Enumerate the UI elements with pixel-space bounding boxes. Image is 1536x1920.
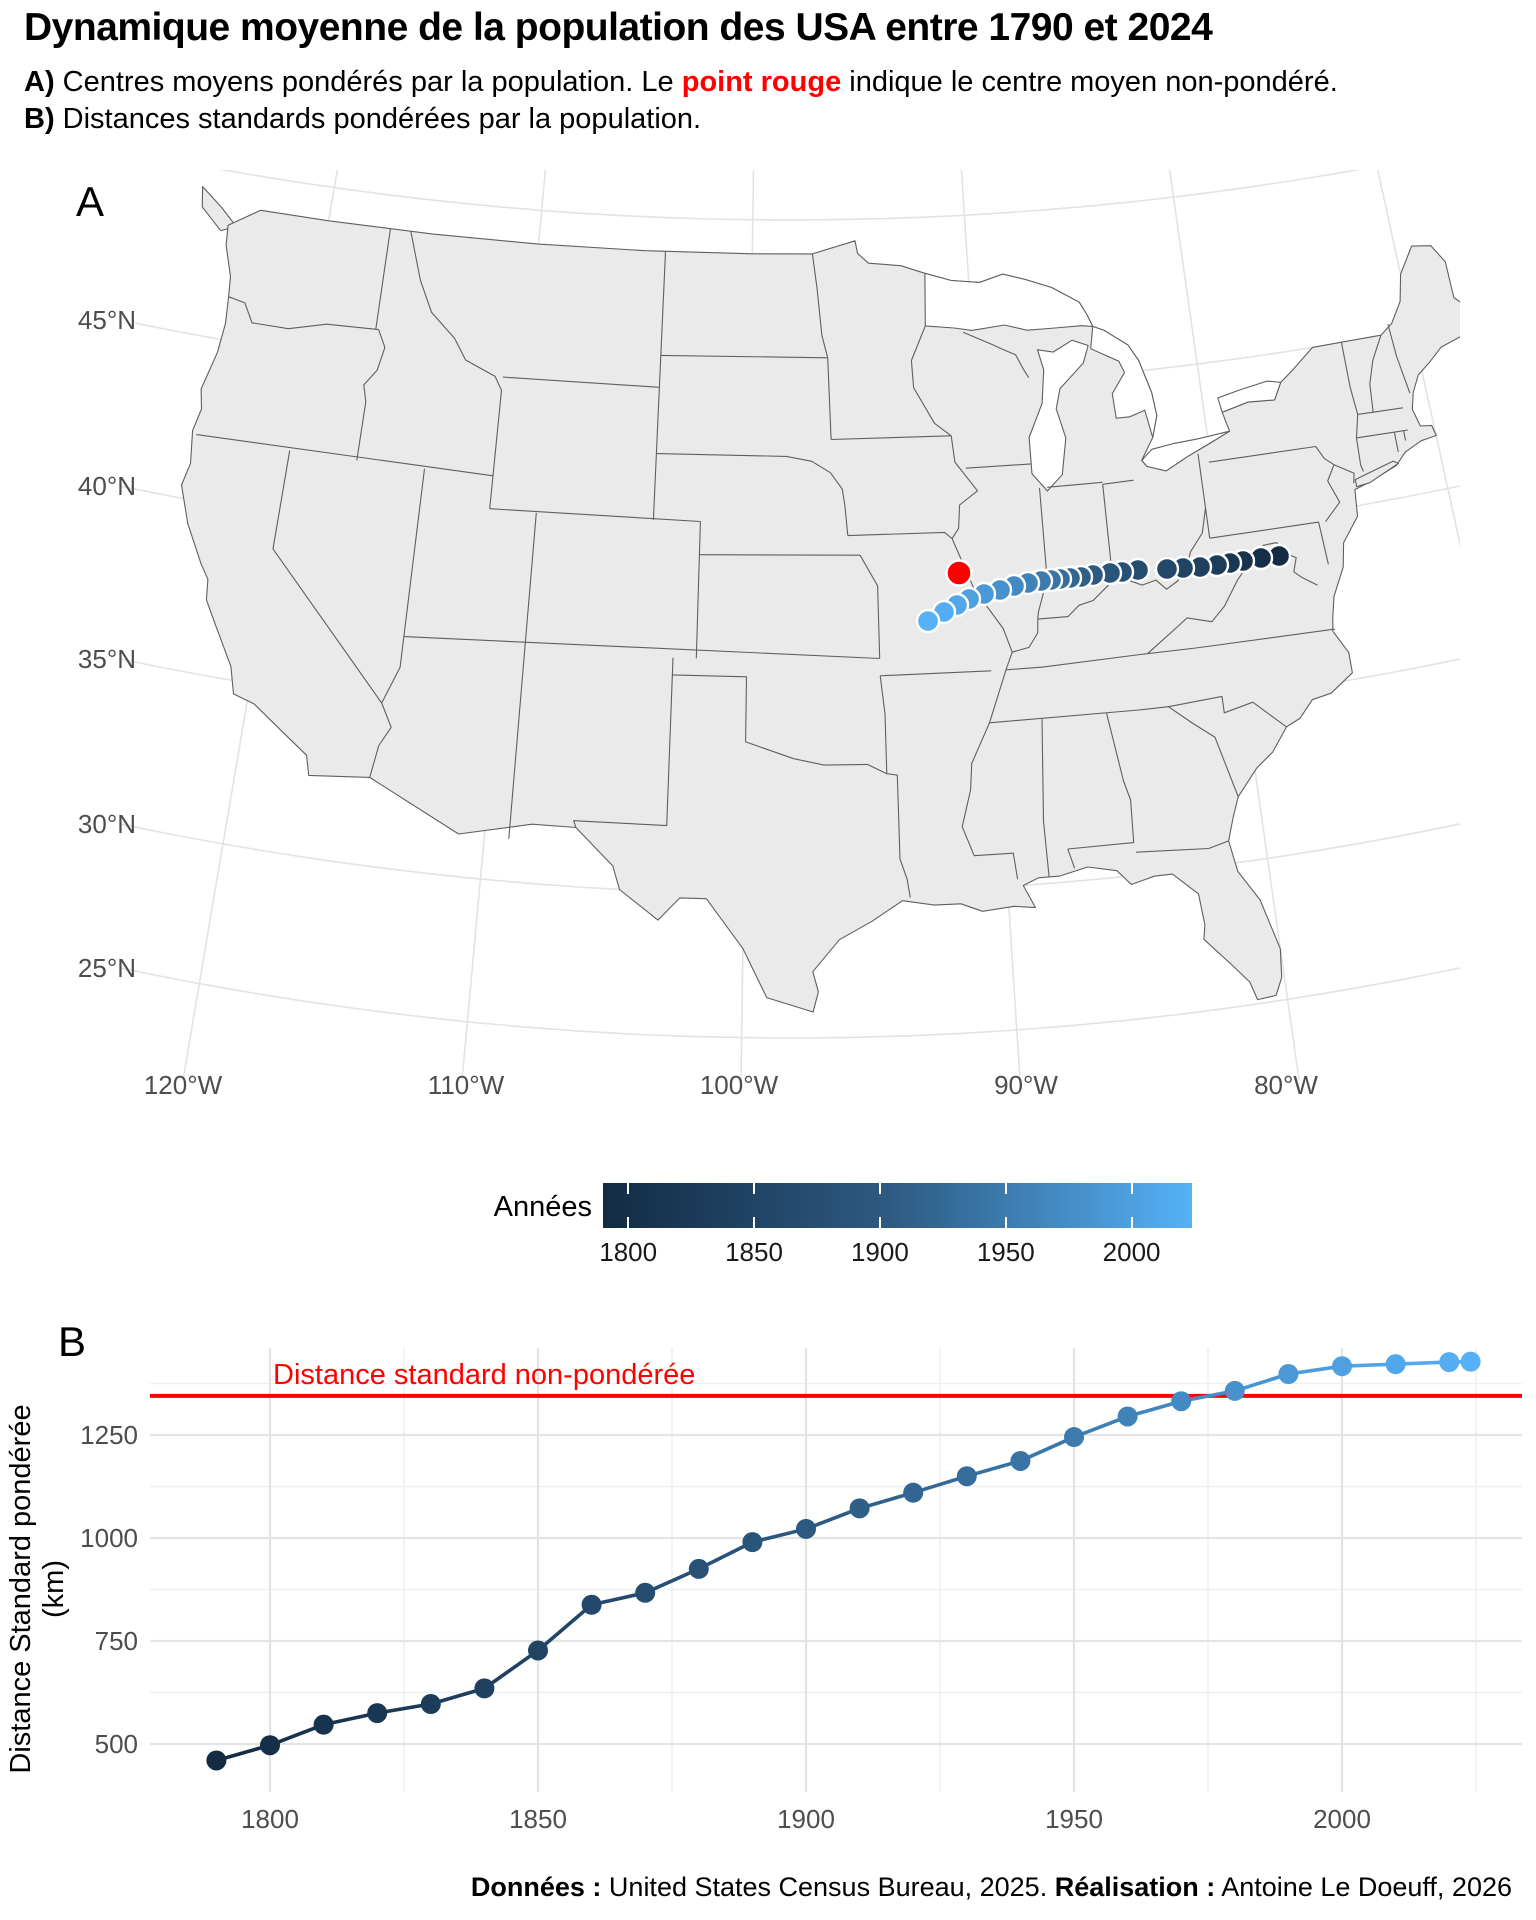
distance-point-1940: [1010, 1450, 1031, 1471]
major-gridlines: [150, 1348, 1522, 1792]
lower-48-outline: [180, 209, 1478, 1013]
legend-tick-mark: [627, 1183, 630, 1194]
distance-point-1850: [528, 1640, 548, 1661]
legend-tick-mark: [1004, 1183, 1007, 1194]
distance-point-1790: [206, 1750, 227, 1771]
map-lon-tick: 100°W: [699, 1070, 779, 1100]
legend-tick-label: 1800: [599, 1237, 658, 1267]
svg-text:1950: 1950: [1045, 1804, 1103, 1834]
distance-point-2020: [1439, 1352, 1460, 1373]
distance-point-1840: [474, 1678, 495, 1699]
us-landmass: [180, 186, 1478, 1013]
mean-center-trail: [915, 543, 1292, 634]
distance-point-1990: [1278, 1364, 1299, 1385]
svg-text:1000: 1000: [80, 1523, 138, 1553]
svg-text:1800: 1800: [241, 1804, 299, 1834]
panel-a-tag: A: [76, 178, 105, 225]
legend-tick-label: 1950: [976, 1237, 1035, 1267]
map-lon-tick: 90°W: [994, 1070, 1058, 1100]
distance-point-1970: [1171, 1391, 1192, 1412]
svg-text:1900: 1900: [777, 1804, 835, 1834]
distance-point-1890: [742, 1532, 763, 1553]
legend-tick-mark: [1004, 1217, 1007, 1228]
distance-point-2010: [1385, 1354, 1406, 1375]
legend-tick-label: 1850: [725, 1237, 783, 1267]
page-title: Dynamique moyenne de la population des U…: [24, 6, 1213, 49]
reference-line-label: Distance standard non-pondérée: [273, 1359, 695, 1391]
legend-tick-mark: [753, 1183, 756, 1194]
unweighted-center-point: [945, 559, 973, 587]
long-island: [1354, 460, 1399, 488]
legend-tick-mark: [1130, 1183, 1133, 1194]
legend-tick-mark: [1130, 1217, 1133, 1228]
distance-point-1950: [1064, 1427, 1084, 1448]
map-lon-tick: 120°W: [143, 1070, 223, 1100]
distance-point-1980: [1224, 1380, 1245, 1401]
distance-point-1800: [260, 1735, 280, 1756]
subtitle-line-a: A) Centres moyens pondérés par la popula…: [24, 66, 1338, 98]
figure-subtitle: A) Centres moyens pondérés par la popula…: [24, 64, 1338, 138]
legend-tick-mark: [878, 1217, 881, 1228]
svg-text:1250: 1250: [80, 1420, 138, 1450]
distance-point-1900: [796, 1518, 816, 1539]
distance-point-1810: [313, 1714, 334, 1735]
distance-point-1880: [688, 1558, 709, 1579]
legend-tick-label: 2000: [1102, 1237, 1161, 1267]
y-axis-labels: 500 750 1000 1250: [80, 1420, 138, 1759]
red-point-mention: point rouge: [681, 66, 842, 98]
map-lon-tick: 110°W: [427, 1070, 505, 1100]
x-axis-labels: 1800 1850 1900 1950 2000: [241, 1804, 1371, 1834]
svg-text:1850: 1850: [509, 1804, 567, 1834]
distance-point-1920: [903, 1482, 924, 1503]
source-credit: Données : United States Census Bureau, 2…: [470, 1872, 1512, 1902]
distance-point-1910: [849, 1498, 870, 1519]
distance-point-1960: [1117, 1406, 1138, 1427]
legend-gradient-bar: [603, 1183, 1192, 1228]
distance-point-1930: [956, 1466, 977, 1487]
legend-tick-mark: [753, 1217, 756, 1228]
map-lat-tick: 25°N: [77, 953, 136, 983]
great-lakes: [924, 272, 1282, 492]
map-panel: [0, 100, 1536, 1194]
svg-text:750: 750: [95, 1626, 138, 1656]
panel-b-tag: B: [58, 1318, 87, 1365]
distance-point-1820: [367, 1703, 388, 1724]
mean-center-point-2024: [915, 608, 941, 634]
svg-text:500: 500: [95, 1729, 138, 1759]
color-legend: Années 1800 1850 1900 1950 2000: [440, 1175, 1260, 1275]
minor-gridlines: [150, 1348, 1522, 1792]
legend-tick-mark: [878, 1183, 881, 1194]
map-lat-tick: 45°N: [77, 305, 136, 335]
distance-points: [206, 1351, 1481, 1771]
map-lon-tick: 80°W: [1254, 1070, 1318, 1100]
distance-point-2024: [1460, 1351, 1481, 1372]
mean-center-point-1860: [1154, 556, 1180, 582]
map-lat-tick: 35°N: [77, 644, 136, 674]
map-lat-tick: 30°N: [77, 809, 136, 839]
us-map: [0, 100, 1536, 1194]
distance-point-1860: [581, 1594, 602, 1615]
svg-text:2000: 2000: [1313, 1804, 1371, 1834]
distance-point-2000: [1332, 1356, 1352, 1377]
standard-distance-chart: Distance standard non-pondérée 1800 1850 19…: [80, 1348, 1522, 1834]
legend-title: Années: [493, 1191, 592, 1223]
legend-tick-label: 1900: [850, 1237, 909, 1267]
distance-point-1870: [635, 1582, 656, 1603]
distance-point-1830: [420, 1694, 441, 1715]
map-lat-tick: 40°N: [77, 471, 136, 501]
state-borders: [196, 229, 1411, 898]
subtitle-line-b: B) Distances standards pondérées par la …: [24, 103, 702, 135]
legend-tick-mark: [627, 1217, 630, 1228]
